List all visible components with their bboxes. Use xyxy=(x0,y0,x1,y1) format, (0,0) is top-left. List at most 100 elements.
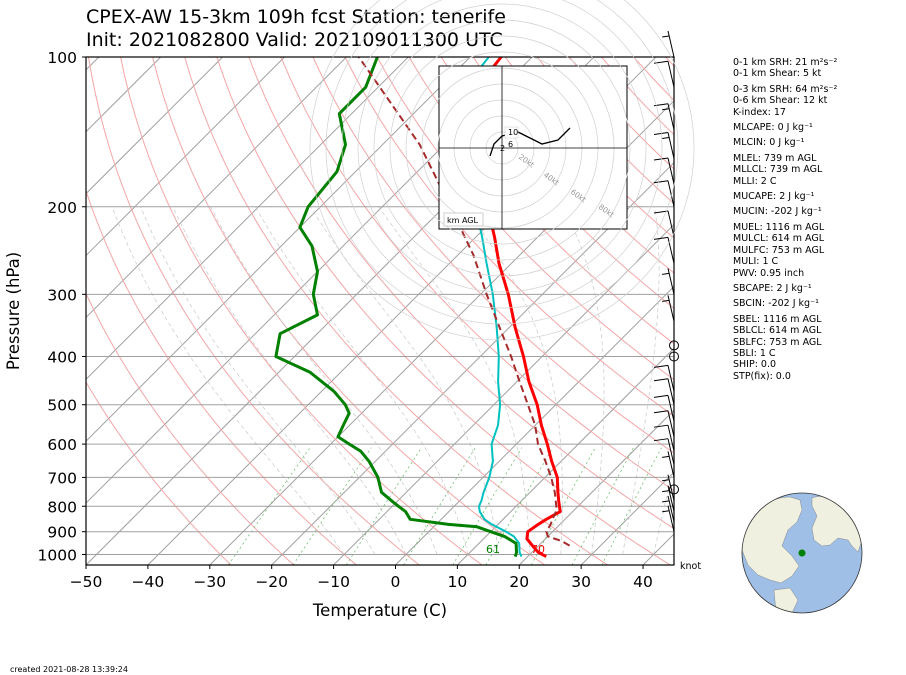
x-tick-label: 20 xyxy=(509,573,529,591)
x-axis-label: Temperature (C) xyxy=(312,601,447,620)
parcel-line xyxy=(357,57,571,547)
moist-adiabat-line xyxy=(172,206,407,555)
wind-barb-staff xyxy=(667,61,675,88)
wind-barb-staff xyxy=(667,410,675,437)
x-tick-label: 0 xyxy=(391,573,401,591)
dry-adiabat-line xyxy=(312,57,674,454)
wind-barb-staff xyxy=(667,425,675,452)
moist-adiabat-line xyxy=(562,206,605,555)
stat-row: K-index: 17 xyxy=(733,106,786,118)
wind-barb-staff xyxy=(667,485,675,512)
y-tick-label: 300 xyxy=(47,286,77,304)
x-tick-label: −40 xyxy=(132,573,165,591)
dry-adiabat-line xyxy=(344,57,674,417)
stat-row: MLLI: 2 C xyxy=(733,175,777,187)
chart-title: CPEX-AW 15-3km 109h fcst Station: teneri… xyxy=(86,6,506,28)
y-tick-label: 100 xyxy=(47,49,77,67)
wind-barbs xyxy=(653,30,679,532)
dry-adiabat-line xyxy=(248,57,674,530)
dry-adiabat-line xyxy=(86,381,232,565)
isotherm-line xyxy=(86,57,285,257)
surface-temperature-label: 70 xyxy=(531,543,545,556)
y-tick-label: 600 xyxy=(47,436,77,454)
wind-barb-staff xyxy=(667,495,675,522)
isotherm-line xyxy=(271,161,674,565)
wind-barb-half-flag xyxy=(662,108,670,111)
dry-adiabat-line xyxy=(88,57,420,565)
wind-barb-staff xyxy=(667,474,675,501)
wind-barb-staff xyxy=(667,103,675,130)
stat-row: PWV: 0.95 inch xyxy=(733,267,805,279)
isotherm-line xyxy=(86,57,347,319)
stat-row: MUCAPE: 2 J kg⁻¹ xyxy=(733,191,815,203)
stat-row: MUEL: 1116 m AGL xyxy=(733,221,825,233)
wind-barb-flag xyxy=(653,410,669,414)
surface-dewpoint-label: 61 xyxy=(486,543,500,556)
mixing-ratio-line xyxy=(530,447,596,565)
wind-barb-half-flag xyxy=(662,455,670,458)
wind-barb-staff xyxy=(667,180,675,207)
wind-barb-staff xyxy=(667,237,675,264)
hodo-height-10: 10 xyxy=(508,128,518,137)
wind-barb-half-flag xyxy=(662,35,670,38)
isotherm-line xyxy=(518,409,674,565)
calm-wind-circle xyxy=(669,340,679,351)
stat-row: MUCIN: -202 J kg⁻¹ xyxy=(733,206,822,218)
hodo-km-agl-label: km AGL xyxy=(447,216,479,225)
dry-adiabat-line xyxy=(408,57,674,345)
globe-outline xyxy=(741,492,863,614)
wind-barb-staff xyxy=(667,438,675,465)
isotherm-line xyxy=(86,57,471,442)
wind-barb-staff xyxy=(667,210,675,238)
dry-adiabat-line xyxy=(86,189,357,565)
wind-barb-staff xyxy=(667,268,675,295)
moist-adiabat-line xyxy=(622,206,660,555)
stat-row: MLCIN: 0 J kg⁻¹ xyxy=(733,137,805,149)
wind-barb-staff xyxy=(667,395,675,422)
stat-row: 0-6 km Shear: 12 kt xyxy=(733,95,828,107)
wind-barb-flag xyxy=(653,132,669,136)
stat-row: SBCIN: -202 J kg⁻¹ xyxy=(733,298,819,310)
wind-barb-flag xyxy=(653,180,669,184)
mixing-ratio-line xyxy=(601,447,662,565)
wind-barb-staff xyxy=(667,132,675,159)
mixing-ratio-line xyxy=(228,447,311,565)
y-tick-label: 900 xyxy=(47,524,77,542)
dry-adiabat-line xyxy=(120,57,483,565)
wind-barb-staff xyxy=(667,157,675,185)
x-tick-label: −10 xyxy=(317,573,350,591)
stat-row: 0-3 km SRH: 64 m²s⁻² xyxy=(733,83,838,95)
hodo-speed-ring xyxy=(373,19,631,277)
y-tick-label: 500 xyxy=(47,397,77,415)
wind-barb-flag xyxy=(653,364,669,368)
stat-row: SBLI: 1 C xyxy=(733,347,776,359)
dry-adiabat-line xyxy=(152,57,545,565)
wind-barb-half-flag xyxy=(662,299,670,302)
hodo-height-box xyxy=(504,126,519,139)
dry-adiabat-line xyxy=(440,57,674,309)
dry-adiabat-line xyxy=(184,57,608,565)
wind-barb-half-flag xyxy=(662,479,670,482)
y-tick-label: 400 xyxy=(47,349,77,367)
hodo-speed-ring xyxy=(357,3,647,293)
isotherm-line xyxy=(395,285,674,565)
dry-adiabat-line xyxy=(86,292,295,565)
moist-adiabat-line xyxy=(310,206,500,555)
dewpoint-line xyxy=(274,57,518,558)
isotherm-line xyxy=(209,100,674,565)
wind-barb-staff xyxy=(667,30,675,58)
wind-barb-flag xyxy=(653,157,669,161)
wind-barb-staff xyxy=(667,295,675,322)
stat-row: MULI: 1 C xyxy=(733,256,779,268)
wind-barb-staff xyxy=(667,378,675,405)
wind-barb-half-flag xyxy=(662,500,670,503)
calm-wind-circle xyxy=(669,484,679,495)
stat-row: SBLCL: 614 m AGL xyxy=(733,325,822,337)
wind-barb-flag xyxy=(653,424,669,428)
wind-barb-half-flag xyxy=(662,137,670,140)
stat-row: MULFC: 753 m AGL xyxy=(733,244,825,256)
stat-row: SBEL: 1116 m AGL xyxy=(733,313,822,325)
stat-row: SBLFC: 753 m AGL xyxy=(733,336,822,348)
